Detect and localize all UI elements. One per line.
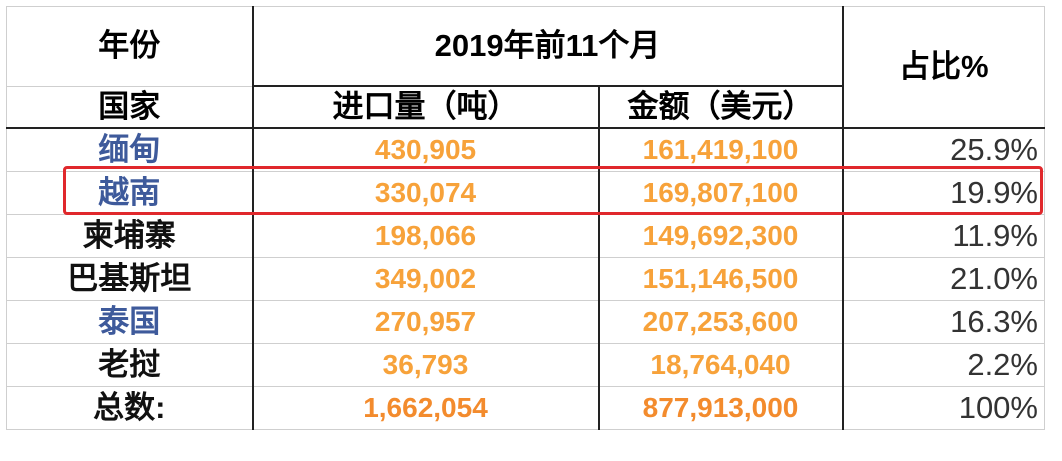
volume-cell: 36,793 bbox=[252, 343, 600, 387]
period-header: 2019年前11个月 bbox=[434, 28, 661, 63]
period-header-cell: 2019年前11个月 bbox=[252, 6, 844, 87]
share-header: 占比% bbox=[898, 49, 989, 84]
amount-header-cell: 金额（美元） bbox=[598, 85, 844, 129]
country-header-cell: 国家 bbox=[6, 85, 254, 129]
amount-cell: 207,253,600 bbox=[598, 300, 844, 344]
total-label-cell: 总数: bbox=[6, 386, 254, 430]
table-row: 巴基斯坦 349,002 151,146,500 21.0% bbox=[6, 257, 1045, 301]
amount-cell: 169,807,100 bbox=[598, 171, 844, 215]
total-amount-cell: 877,913,000 bbox=[598, 386, 844, 430]
table-row: 泰国 270,957 207,253,600 16.3% bbox=[6, 300, 1045, 344]
country-cell: 柬埔寨 bbox=[6, 214, 254, 258]
amount-cell: 151,146,500 bbox=[598, 257, 844, 301]
share-cell: 2.2% bbox=[842, 343, 1045, 387]
total-share-cell: 100% bbox=[842, 386, 1045, 430]
table-row: 越南 330,074 169,807,100 19.9% bbox=[6, 171, 1045, 215]
rice-import-table: 年份 2019年前11个月 占比% 国家 进口量（吨） 金额（美元） 缅甸 43… bbox=[6, 6, 1045, 430]
volume-cell: 198,066 bbox=[252, 214, 600, 258]
country-cell: 老挝 bbox=[6, 343, 254, 387]
table-row: 老挝 36,793 18,764,040 2.2% bbox=[6, 343, 1045, 387]
table-row: 柬埔寨 198,066 149,692,300 11.9% bbox=[6, 214, 1045, 258]
amount-header: 金额（美元） bbox=[627, 89, 814, 124]
volume-header: 进口量（吨） bbox=[332, 89, 519, 124]
volume-cell: 330,074 bbox=[252, 171, 600, 215]
volume-cell: 349,002 bbox=[252, 257, 600, 301]
year-header: 年份 bbox=[98, 28, 161, 64]
amount-cell: 18,764,040 bbox=[598, 343, 844, 387]
share-cell: 25.9% bbox=[842, 127, 1045, 172]
share-cell: 19.9% bbox=[842, 171, 1045, 215]
share-cell: 16.3% bbox=[842, 300, 1045, 344]
country-header: 国家 bbox=[98, 88, 161, 124]
total-row: 总数: 1,662,054 877,913,000 100% bbox=[6, 386, 1045, 430]
volume-header-cell: 进口量（吨） bbox=[252, 85, 600, 129]
country-cell: 缅甸 bbox=[6, 127, 254, 172]
share-cell: 21.0% bbox=[842, 257, 1045, 301]
total-volume-cell: 1,662,054 bbox=[252, 386, 600, 430]
year-header-cell: 年份 bbox=[6, 6, 254, 87]
share-cell: 11.9% bbox=[842, 214, 1045, 258]
country-cell: 越南 bbox=[6, 171, 254, 215]
country-cell: 巴基斯坦 bbox=[6, 257, 254, 301]
table-row: 缅甸 430,905 161,419,100 25.9% bbox=[6, 127, 1045, 172]
volume-cell: 270,957 bbox=[252, 300, 600, 344]
volume-cell: 430,905 bbox=[252, 127, 600, 172]
share-header-cell: 占比% bbox=[842, 6, 1045, 129]
country-cell: 泰国 bbox=[6, 300, 254, 344]
amount-cell: 161,419,100 bbox=[598, 127, 844, 172]
amount-cell: 149,692,300 bbox=[598, 214, 844, 258]
